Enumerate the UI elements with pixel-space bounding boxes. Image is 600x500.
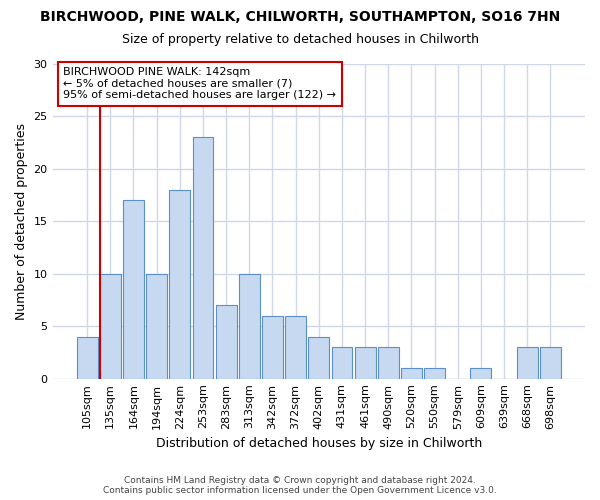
Bar (332, 347, 352, 378)
Y-axis label: Number of detached properties: Number of detached properties (15, 123, 28, 320)
Text: BIRCHWOOD, PINE WALK, CHILWORTH, SOUTHAMPTON, SO16 7HN: BIRCHWOOD, PINE WALK, CHILWORTH, SOUTHAM… (40, 10, 560, 24)
Bar (169, 190, 190, 378)
Bar (308, 336, 329, 378)
Bar (239, 274, 260, 378)
Bar (285, 316, 306, 378)
Bar (123, 200, 144, 378)
Text: Size of property relative to detached houses in Chilworth: Size of property relative to detached ho… (121, 32, 479, 46)
Bar (100, 274, 121, 378)
Bar (355, 347, 376, 378)
Bar (540, 347, 561, 378)
Text: BIRCHWOOD PINE WALK: 142sqm
← 5% of detached houses are smaller (7)
95% of semi-: BIRCHWOOD PINE WALK: 142sqm ← 5% of deta… (63, 67, 336, 100)
Bar (470, 368, 491, 378)
Bar (216, 306, 236, 378)
X-axis label: Distribution of detached houses by size in Chilworth: Distribution of detached houses by size … (155, 437, 482, 450)
Bar (378, 347, 398, 378)
Bar (193, 138, 214, 378)
Bar (77, 336, 98, 378)
Bar (424, 368, 445, 378)
Bar (262, 316, 283, 378)
Bar (146, 274, 167, 378)
Bar (517, 347, 538, 378)
Text: Contains HM Land Registry data © Crown copyright and database right 2024.
Contai: Contains HM Land Registry data © Crown c… (103, 476, 497, 495)
Bar (401, 368, 422, 378)
